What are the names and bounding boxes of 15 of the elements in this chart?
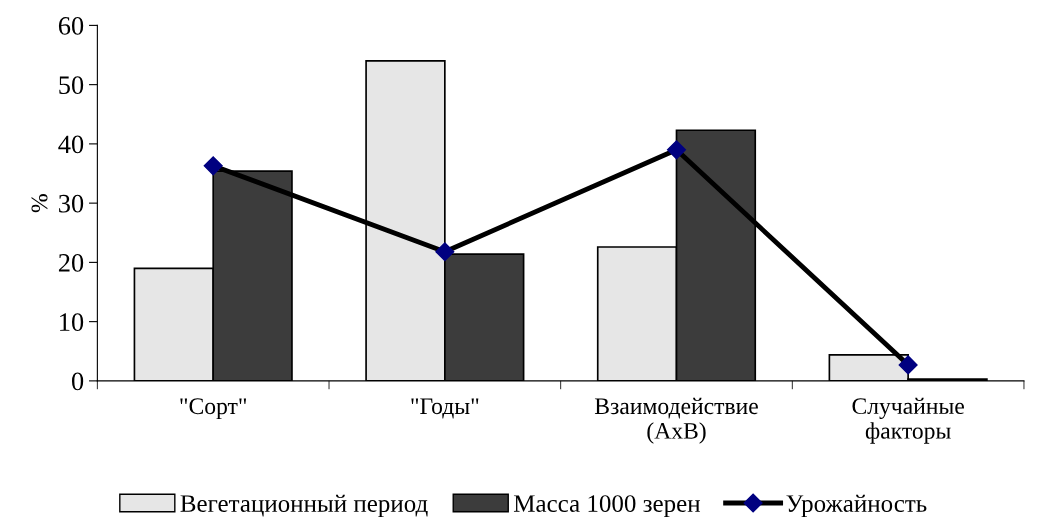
x-tick-label: Взаимодействие (AxB) — [594, 397, 758, 444]
x-tick-label: Случайные факторы — [852, 397, 964, 444]
y-tick-label: 0 — [71, 372, 84, 391]
y-tick-label: 10 — [60, 313, 84, 332]
y-tick-label: 20 — [58, 253, 84, 272]
y-tick-label: 40 — [58, 135, 84, 154]
y-axis-title: % — [31, 194, 48, 213]
legend-label: Масса 1000 зерен — [513, 495, 701, 518]
x-tick-label: "Годы" — [411, 398, 479, 419]
y-tick-label: 60 — [58, 17, 84, 35]
legend-label: Вегетационный период — [180, 494, 428, 518]
y-tick-label: 50 — [59, 76, 84, 95]
x-tick-label: "Сорт" — [180, 398, 247, 419]
y-tick-label: 30 — [59, 194, 84, 213]
legend-label: Урожайность — [786, 494, 927, 518]
